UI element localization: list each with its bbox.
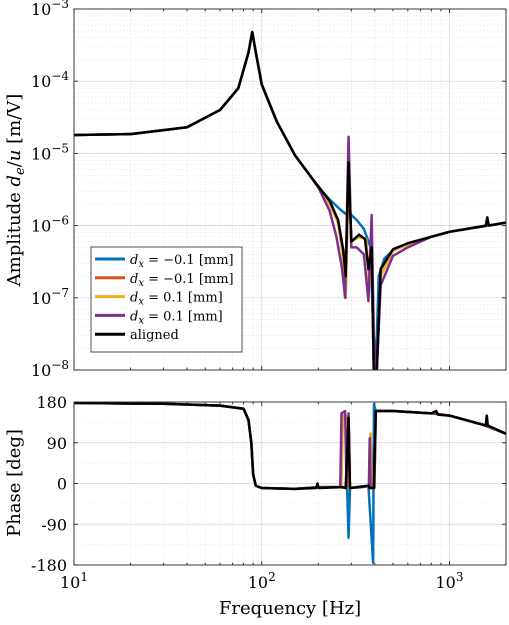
y-tick-label: -180 xyxy=(31,556,67,575)
x-tick-label: 103 xyxy=(435,570,463,592)
phase-series xyxy=(74,402,506,564)
y-tick-label: 10−3 xyxy=(31,0,69,19)
phase-axis-label: Phase [deg] xyxy=(4,429,25,537)
legend-label: dx = −0.1 [mm] xyxy=(130,272,234,289)
legend-label: dx = 0.1 [mm] xyxy=(130,309,223,326)
phase-plot: -180 -90 0 90 180 101 102 103 Frequency [Hz] Ph… xyxy=(4,393,507,619)
y-tick-label: 180 xyxy=(36,393,67,412)
legend-label: dx = −0.1 [mm] xyxy=(130,253,234,270)
amplitude-tick-labels: 10−8 10−7 10−6 10−5 10−4 10−3 xyxy=(31,0,69,380)
legend-label: dx = 0.1 [mm] xyxy=(130,291,223,308)
x-tick-label: 102 xyxy=(248,570,276,592)
legend: dx = −0.1 [mm] dx = −0.1 [mm] dx = 0.1 [mm… xyxy=(90,246,243,353)
phase-tick-labels: -180 -90 0 90 180 101 102 103 xyxy=(31,393,463,592)
y-tick-label: 10−7 xyxy=(31,286,69,308)
y-tick-label: 10−8 xyxy=(31,358,69,380)
series-line xyxy=(74,30,506,370)
y-tick-label: 10−6 xyxy=(31,214,69,236)
amplitude-axis-label: Amplitude de/u [m/V] xyxy=(4,94,28,288)
y-tick-label: -90 xyxy=(41,515,67,534)
amplitude-series xyxy=(74,30,506,370)
amplitude-plot: 10−810−710−610−510−410−3 dx = −0.1 [mm]d… xyxy=(4,0,507,380)
y-tick-label: 10−5 xyxy=(31,141,69,163)
y-tick-label: 90 xyxy=(47,434,67,453)
legend-label: aligned xyxy=(130,328,179,343)
amplitude-plot-frame xyxy=(73,8,507,371)
x-tick-label: 101 xyxy=(60,570,88,592)
frequency-axis-label: Frequency [Hz] xyxy=(219,598,361,619)
y-tick-label: 0 xyxy=(57,475,67,494)
series-line xyxy=(74,402,506,491)
y-tick-label: 10−4 xyxy=(31,69,69,91)
phase-plot-frame xyxy=(73,401,507,566)
